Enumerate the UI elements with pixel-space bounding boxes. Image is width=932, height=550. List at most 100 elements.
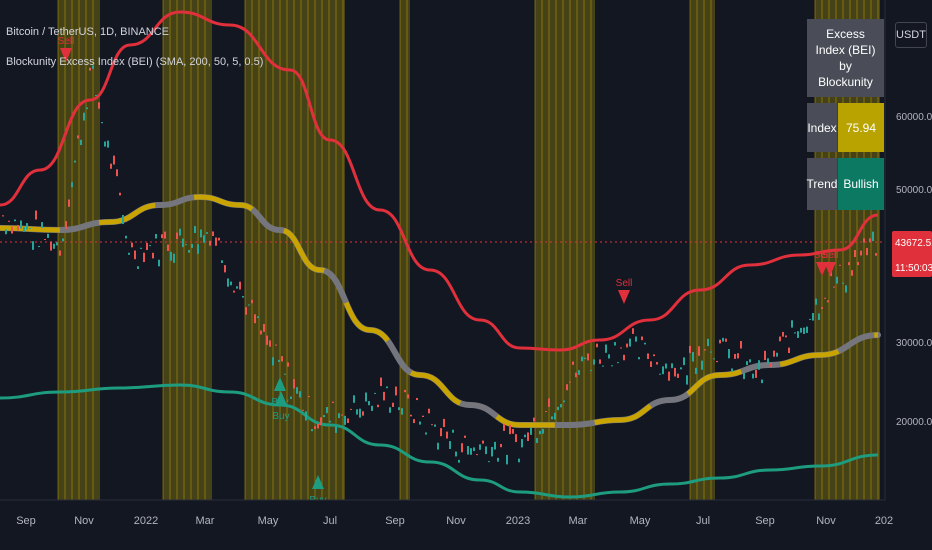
candle: [818, 313, 820, 320]
candle: [662, 366, 664, 375]
candle: [386, 386, 388, 389]
candle: [248, 304, 250, 306]
price-badge-value: 43672.51: [895, 238, 932, 249]
candle: [44, 238, 46, 240]
candle: [518, 458, 520, 463]
candle: [221, 260, 223, 264]
candle: [863, 238, 865, 243]
candle: [512, 428, 514, 434]
candle: [20, 220, 22, 229]
excess-zone: [535, 0, 595, 500]
candle: [347, 418, 349, 424]
candle: [11, 226, 13, 234]
candle: [344, 415, 346, 425]
candle: [341, 414, 343, 416]
candle: [716, 360, 718, 363]
candle: [290, 396, 292, 400]
candle: [350, 408, 352, 410]
sell-signal: [824, 262, 836, 276]
candle: [839, 264, 841, 266]
candle: [170, 251, 172, 261]
candle: [491, 446, 493, 457]
currency-button[interactable]: USDT: [895, 22, 927, 48]
candle: [425, 432, 427, 435]
candle: [206, 232, 208, 234]
candle: [236, 286, 238, 289]
candle: [110, 163, 112, 169]
candle: [320, 417, 322, 426]
candle: [254, 314, 256, 324]
buy-signal: [274, 377, 286, 391]
candle: [803, 327, 805, 334]
candle: [533, 417, 535, 422]
candle: [722, 337, 724, 342]
candle: [356, 409, 358, 415]
candle: [296, 387, 298, 394]
x-tick-label: Nov: [74, 515, 94, 527]
candle: [167, 244, 169, 251]
table-title: Excess Index (BEI) by Blockunity: [815, 27, 876, 89]
candle: [14, 219, 16, 222]
candle: [113, 155, 115, 165]
candle: [191, 244, 193, 248]
candle: [752, 373, 754, 379]
candle: [302, 409, 304, 411]
candle: [407, 394, 409, 399]
symbol-title[interactable]: Bitcoin / TetherUS, 1D, BINANCE: [6, 26, 170, 38]
candle: [161, 234, 163, 239]
candle: [542, 429, 544, 434]
x-tick-label: Mar: [196, 515, 215, 527]
candle: [308, 396, 310, 398]
candle: [176, 232, 178, 239]
excess-zone: [163, 0, 212, 500]
candle: [473, 447, 475, 452]
candle: [731, 368, 733, 372]
candle: [614, 342, 616, 346]
candle: [38, 246, 40, 248]
candle: [539, 430, 541, 435]
candle: [383, 391, 385, 401]
x-tick-label: Sep: [16, 515, 36, 527]
candle: [59, 250, 61, 256]
candle: [5, 229, 7, 235]
candle: [809, 318, 811, 320]
candle: [782, 331, 784, 337]
candle: [47, 233, 49, 238]
x-axis[interactable]: Sep Nov 2022 Mar May Jul Sep Nov 2023 Mar May Jul Se…: [16, 515, 893, 527]
candle: [395, 386, 397, 396]
x-tick-label: Jul: [323, 515, 337, 527]
candle: [41, 222, 43, 228]
candle: [158, 259, 160, 267]
candle: [359, 408, 361, 418]
candle: [869, 238, 871, 243]
x-tick-label: Sep: [385, 515, 405, 527]
candle: [827, 300, 829, 303]
candle: [728, 349, 730, 359]
candle: [443, 418, 445, 427]
trend-value-cell: Bullish: [838, 158, 884, 210]
candle: [470, 448, 472, 455]
candle: [140, 247, 142, 249]
candle: [368, 401, 370, 406]
y-tick-label: 30000.00: [896, 338, 932, 349]
buy-signal: [275, 391, 287, 405]
middle-band-highlight: [0, 194, 879, 428]
candle: [848, 262, 850, 266]
candle: [656, 362, 658, 365]
indicator-title[interactable]: Blockunity Excess Index (BEI) (SMA, 200,…: [6, 56, 264, 68]
candle: [842, 282, 844, 284]
candle: [674, 367, 676, 377]
candle: [509, 424, 511, 435]
candle: [578, 370, 580, 375]
candle: [446, 431, 448, 439]
candle: [680, 367, 682, 370]
candle: [65, 221, 67, 230]
candle: [875, 253, 877, 256]
sell-signal-label: Sell: [616, 278, 633, 289]
candle: [812, 313, 814, 321]
candle: [569, 381, 571, 383]
candle: [404, 389, 406, 393]
candle: [173, 253, 175, 263]
price-badge-countdown: 11:50:03: [895, 263, 932, 274]
